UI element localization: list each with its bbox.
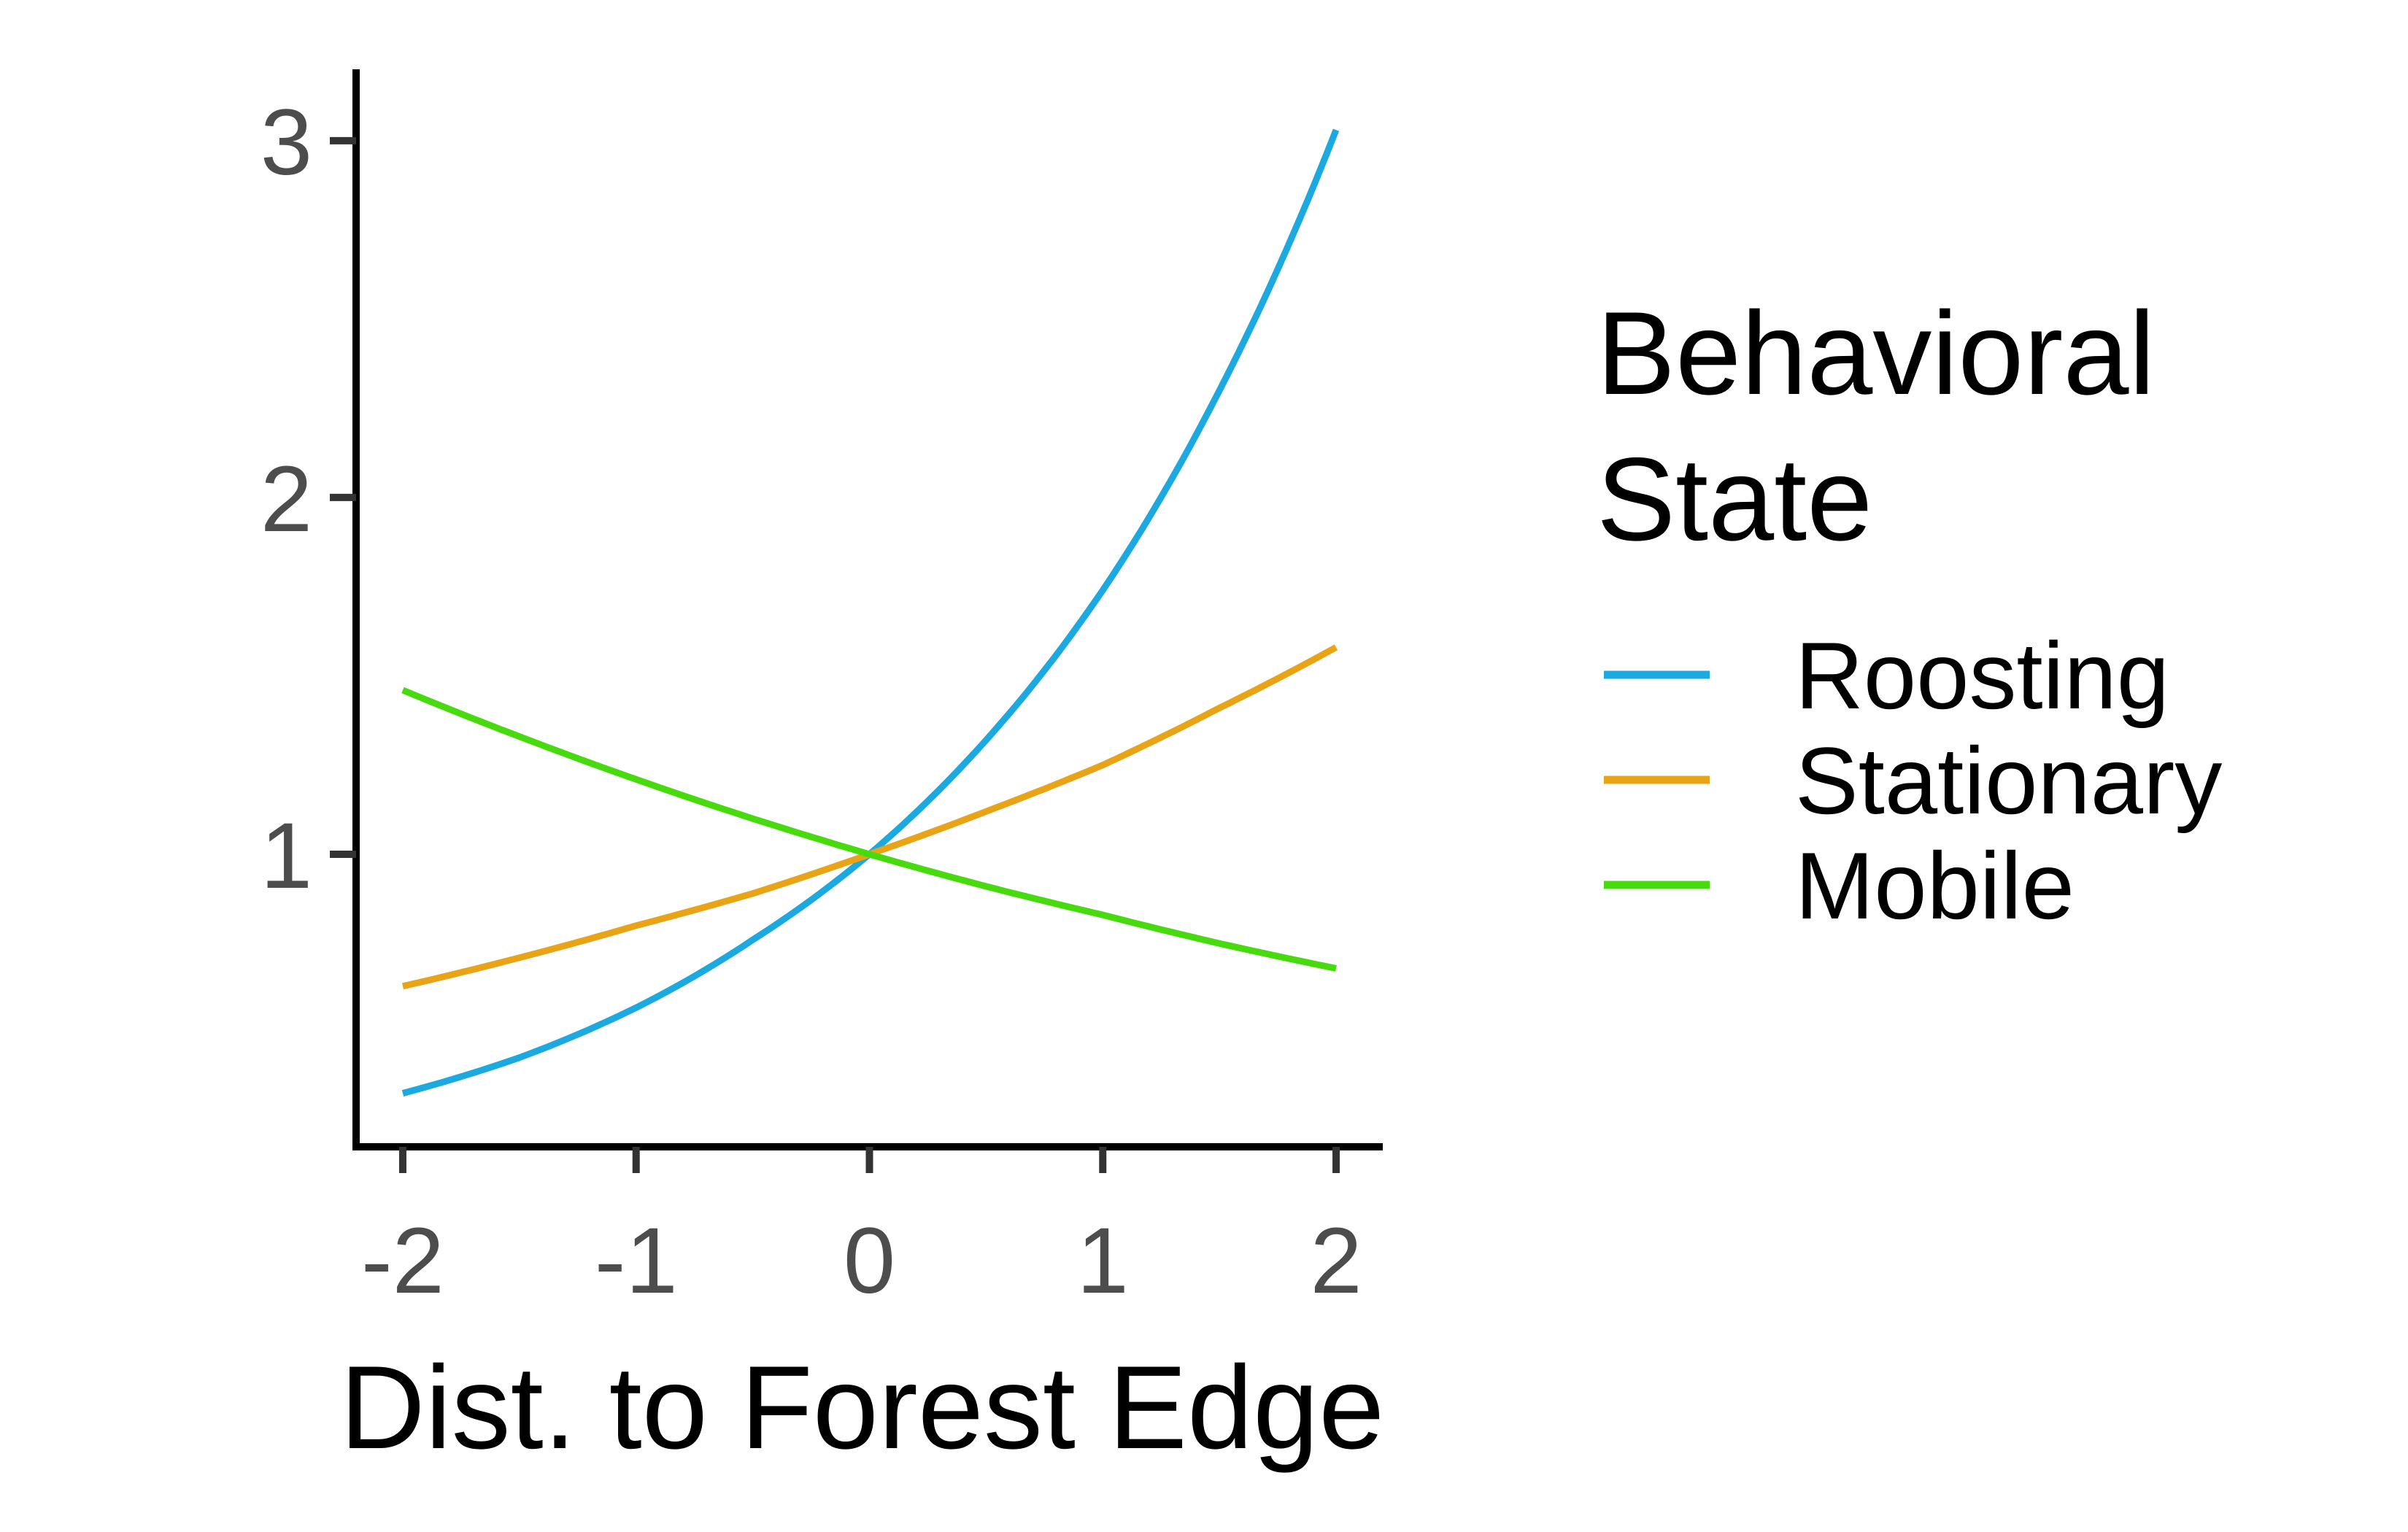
legend-title-line: Behavioral xyxy=(1597,287,2155,419)
axes-layer xyxy=(330,69,1383,1173)
x-tick-label: -1 xyxy=(595,1209,678,1313)
x-tick-label: 0 xyxy=(844,1209,895,1313)
legend-label-mobile: Mobile xyxy=(1795,832,2075,939)
legend-label-stationary: Stationary xyxy=(1795,727,2222,834)
x-axis-title: Dist. to Forest Edge xyxy=(340,1342,1385,1474)
legend-label-roosting: Roosting xyxy=(1795,622,2169,729)
y-tick-label: 1 xyxy=(261,804,312,908)
y-tick-label: 2 xyxy=(261,447,312,552)
series-layer xyxy=(401,128,1340,1096)
x-tick-label: -2 xyxy=(361,1209,444,1313)
series-line-mobile xyxy=(401,686,1337,972)
labels-layer: -2 -1 0 1 2 1 2 3 Dist. to Forest Edge xyxy=(261,90,1384,1474)
x-tick-label: 1 xyxy=(1077,1209,1129,1313)
x-tick-label: 2 xyxy=(1310,1209,1362,1313)
legend-title-line: State xyxy=(1597,433,1872,565)
y-tick-label: 3 xyxy=(261,90,312,195)
